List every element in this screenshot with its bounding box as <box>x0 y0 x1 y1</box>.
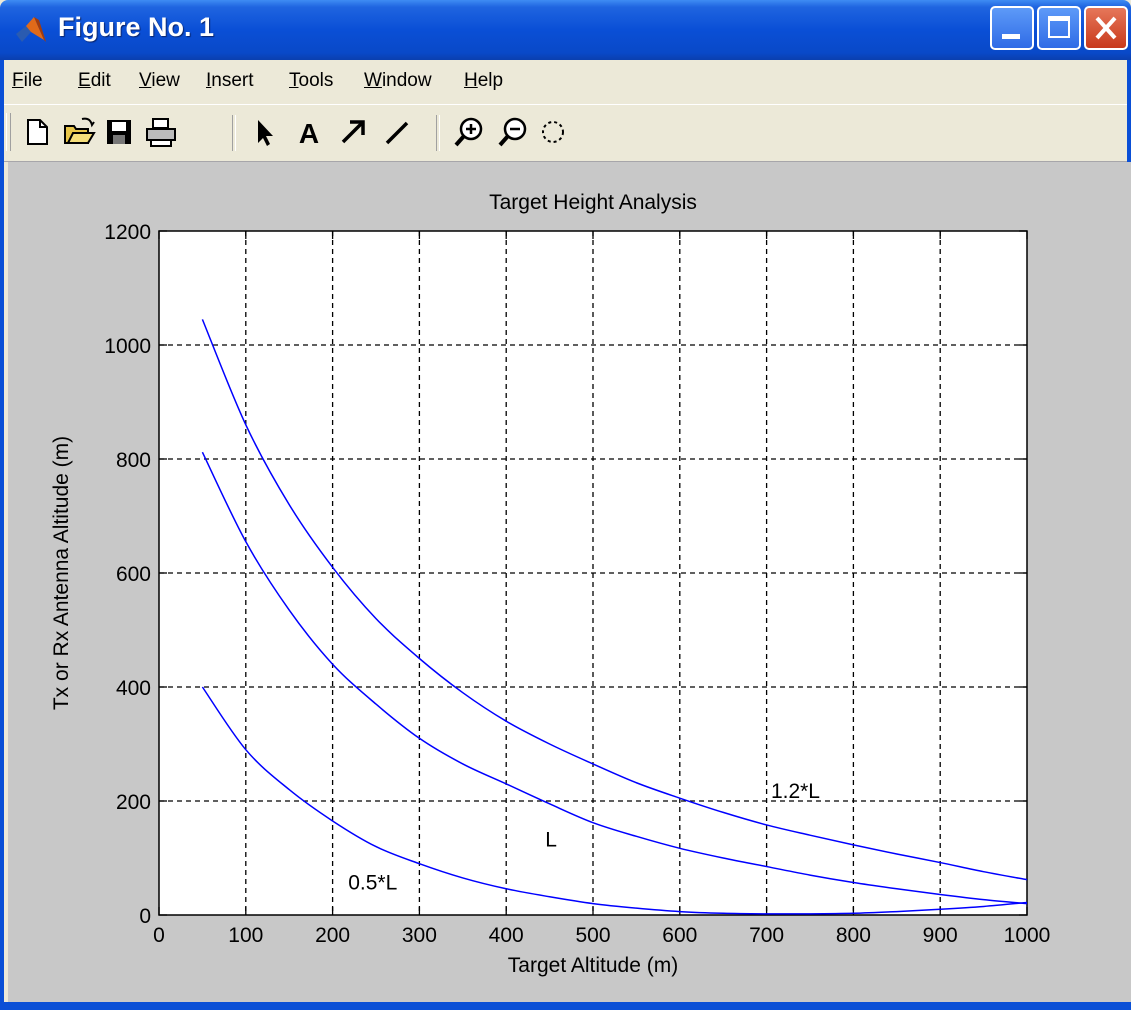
toolbar-grip[interactable] <box>6 113 11 151</box>
figure-canvas: 0 100 200 300 400 500 600 700 800 900 1000 0 200 400 6… <box>8 162 1131 1002</box>
x-tick-label: 300 <box>402 924 437 947</box>
line-icon[interactable] <box>380 115 414 149</box>
toolbar: A <box>0 104 1131 162</box>
series-line-1-2-l <box>201 319 1028 881</box>
window-border-bottom <box>0 1002 1131 1010</box>
x-tick-label: 600 <box>662 924 697 947</box>
toolbar-separator <box>232 115 236 151</box>
print-icon[interactable] <box>144 115 178 149</box>
y-tick-label: 600 <box>116 563 151 586</box>
series-line-l <box>201 451 1028 905</box>
menu-insert[interactable]: Insert <box>206 70 254 91</box>
x-tick-label: 1000 <box>1004 924 1051 947</box>
window-title: Figure No. 1 <box>58 12 215 42</box>
zoom-out-icon[interactable] <box>496 115 530 149</box>
open-icon[interactable] <box>62 115 96 149</box>
y-tick-label: 1200 <box>104 221 151 244</box>
y-tick-label: 800 <box>116 449 151 472</box>
x-tick-label: 100 <box>228 924 263 947</box>
x-axis-label: Target Altitude (m) <box>508 954 678 977</box>
x-tick-label: 0 <box>153 924 165 947</box>
y-tick-label: 1000 <box>104 335 151 358</box>
menu-tools[interactable]: Tools <box>289 70 334 91</box>
minimize-button[interactable] <box>990 6 1034 50</box>
x-tick-label: 900 <box>923 924 958 947</box>
x-tick-label: 700 <box>749 924 784 947</box>
matlab-logo-icon <box>16 17 46 42</box>
curve-annotation: 1.2*L <box>771 780 820 803</box>
text-icon[interactable]: A <box>292 115 326 149</box>
window-border-left <box>0 60 4 1010</box>
x-tick-label: 400 <box>489 924 524 947</box>
maximize-icon <box>1048 16 1070 38</box>
chart[interactable]: 0 100 200 300 400 500 600 700 800 900 1000 0 200 400 6… <box>8 162 1131 1002</box>
save-icon[interactable] <box>102 115 136 149</box>
close-icon <box>1095 16 1117 40</box>
chart-title: Target Height Analysis <box>489 191 697 214</box>
x-tick-label: 500 <box>575 924 610 947</box>
series-line-0-5-l <box>201 686 1028 915</box>
y-tick-label: 400 <box>116 677 151 700</box>
maximize-button[interactable] <box>1037 6 1081 50</box>
y-tick-label: 0 <box>139 905 151 928</box>
select-arrow-icon[interactable] <box>246 115 280 149</box>
svg-text:A: A <box>299 118 319 149</box>
menu-file[interactable]: File <box>12 70 43 91</box>
y-tick-label: 200 <box>116 791 151 814</box>
close-button[interactable] <box>1084 6 1128 50</box>
zoom-in-icon[interactable] <box>452 115 486 149</box>
toolbar-separator <box>436 115 440 151</box>
new-icon[interactable] <box>20 115 54 149</box>
curve-annotation: 0.5*L <box>348 871 397 894</box>
menu-edit[interactable]: Edit <box>78 70 111 91</box>
curve-annotation: L <box>545 829 557 852</box>
y-axis-label: Tx or Rx Antenna Altitude (m) <box>50 436 73 710</box>
menu-bar: File Edit View Insert Tools Window Help <box>0 60 1131 102</box>
x-tick-label: 800 <box>836 924 871 947</box>
arrow-icon[interactable] <box>336 115 370 149</box>
menu-help[interactable]: Help <box>464 70 504 91</box>
menu-window[interactable]: Window <box>364 70 432 91</box>
title-bar[interactable]: Figure No. 1 <box>0 0 1131 60</box>
x-tick-label: 200 <box>315 924 350 947</box>
minimize-icon <box>1002 34 1020 39</box>
menu-view[interactable]: View <box>139 70 180 91</box>
rotate-icon[interactable] <box>536 115 570 149</box>
